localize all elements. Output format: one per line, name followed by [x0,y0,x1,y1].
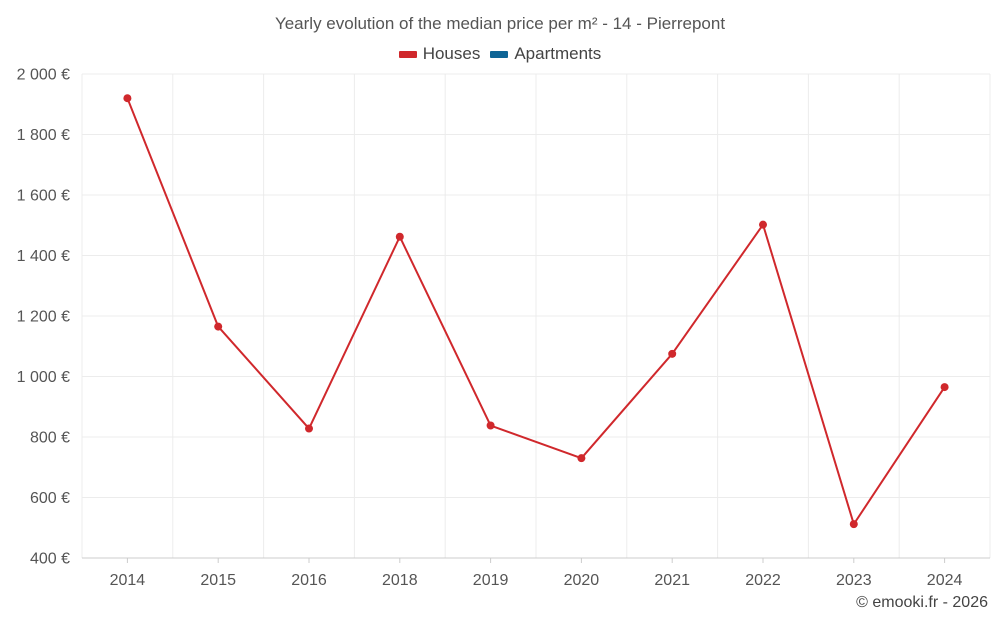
x-tick-label: 2019 [473,572,509,589]
data-point [759,220,767,229]
legend-label-apartments: Apartments [514,44,602,63]
y-tick-label: 1 000 € [17,369,70,386]
data-point [577,454,586,463]
y-tick-label: 2 000 € [17,67,70,84]
x-tick-label: 2024 [927,572,963,589]
y-tick-label: 400 € [30,551,70,568]
legend-item-apartments[interactable]: Apartments [490,44,601,64]
x-tick-label: 2016 [291,572,327,589]
x-tick-label: 2015 [200,572,236,589]
legend-item-houses[interactable]: Houses [398,44,481,64]
data-point [940,383,949,392]
x-tick-label: 2014 [110,572,146,589]
data-point [486,421,495,430]
legend-swatch-apartments [490,50,509,58]
y-tick-label: 800 € [30,430,70,447]
copyright-footer: © emooki.fr - 2026 [856,594,988,611]
x-tick-label: 2023 [836,572,872,589]
x-tick-label: 2018 [382,572,418,589]
data-point [305,424,313,433]
y-tick-label: 1 800 € [17,127,70,144]
legend-label-houses: Houses [422,44,481,63]
x-tick-label: 2020 [564,572,600,589]
data-point [668,349,677,358]
data-point [123,94,132,103]
x-tick-label: 2022 [745,572,781,589]
data-point [849,520,858,529]
series-line-houses [126,97,946,526]
legend: Houses Apartments [0,44,1000,64]
y-tick-label: 1 600 € [17,188,70,205]
y-tick-label: 600 € [30,490,70,507]
chart-title: Yearly evolution of the median price per… [274,14,726,33]
data-point [214,322,223,331]
data-point [395,232,404,241]
y-tick-label: 1 200 € [17,309,70,326]
y-tick-label: 1 400 € [17,248,70,265]
legend-swatch-houses [398,50,417,58]
x-tick-label: 2021 [654,572,690,589]
